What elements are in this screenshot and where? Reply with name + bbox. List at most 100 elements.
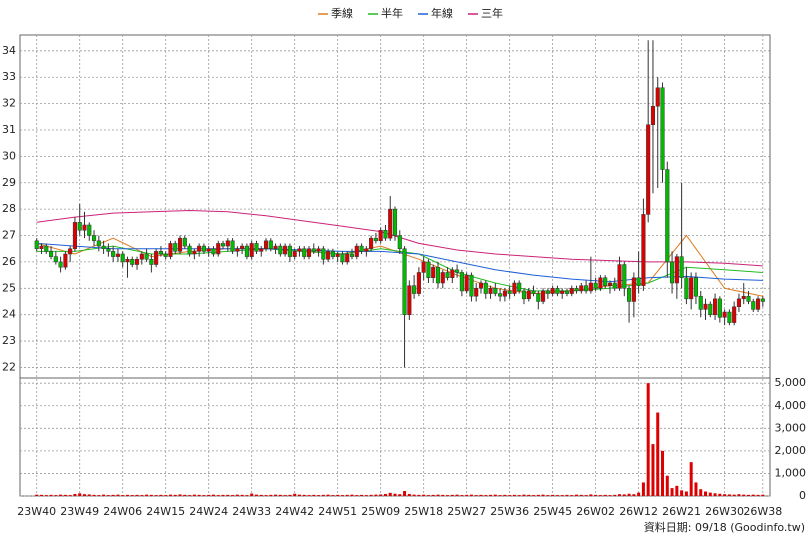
candle-body xyxy=(521,290,527,300)
footer: 資料日期: 09/18 (Goodinfo.tw) xyxy=(644,520,805,534)
candle-body xyxy=(660,87,665,170)
volume-bar xyxy=(441,494,445,496)
x-tick-label: 26W02 xyxy=(576,505,615,518)
volume-bar xyxy=(145,494,149,496)
legend-label: 三年 xyxy=(481,6,503,20)
candle-body xyxy=(106,248,111,252)
candle-body xyxy=(440,272,445,284)
y-tick-label: 31 xyxy=(2,123,16,136)
candle-body xyxy=(345,253,350,263)
volume-bar xyxy=(336,494,340,496)
volume-bar xyxy=(618,494,622,496)
candle-body xyxy=(584,285,589,292)
candle-body xyxy=(741,295,746,300)
volume-bar xyxy=(130,495,134,496)
x-tick-label: 25W18 xyxy=(404,505,443,518)
volume-bar xyxy=(622,494,626,496)
volume-bar xyxy=(474,495,478,496)
candle-body xyxy=(259,248,264,252)
volume-bar xyxy=(737,494,741,496)
candle-body xyxy=(173,243,178,252)
candle-body xyxy=(359,245,364,252)
candle-body xyxy=(708,303,713,315)
y-tick-label: 27 xyxy=(2,229,16,242)
volume-bar xyxy=(436,494,440,496)
volume-bar xyxy=(87,494,91,496)
candle-body xyxy=(369,237,374,249)
candle-body xyxy=(459,272,464,292)
volume-bar xyxy=(97,495,101,496)
candle-body xyxy=(507,290,512,294)
volume-bar xyxy=(211,494,215,496)
x-tick-label: 24W33 xyxy=(232,505,271,518)
volume-bar xyxy=(68,495,72,496)
candle-body xyxy=(627,288,632,302)
volume-bar xyxy=(680,490,684,496)
candle-body xyxy=(550,288,555,294)
y-tick-label: 28 xyxy=(2,202,16,215)
candle-body xyxy=(101,245,106,249)
y2-tick-label: 4,000 xyxy=(775,399,807,412)
volume-bar xyxy=(240,494,244,496)
volume-bar xyxy=(689,462,693,496)
volume-bar xyxy=(527,494,531,496)
x-tick-label: 24W15 xyxy=(146,505,185,518)
y-tick-label: 33 xyxy=(2,70,16,83)
volume-bar xyxy=(192,494,196,496)
candle-body xyxy=(603,277,608,286)
volume-bar xyxy=(302,494,306,496)
candle-body xyxy=(588,282,593,292)
x-tick-label: 23W49 xyxy=(60,505,99,518)
volume-bar xyxy=(379,494,383,496)
candle-body xyxy=(722,311,727,318)
candle-body xyxy=(426,261,431,278)
candle-body xyxy=(230,240,235,252)
volume-bar xyxy=(503,494,507,496)
candle-body xyxy=(564,290,570,294)
candle-body xyxy=(82,224,87,231)
volume-bar xyxy=(541,494,545,496)
candle-body xyxy=(717,298,722,318)
candle-body xyxy=(177,237,183,252)
volume-bar xyxy=(546,495,550,496)
candle-body xyxy=(736,298,741,308)
volume-bar xyxy=(479,494,483,496)
candle-body xyxy=(397,235,402,249)
volume-bar xyxy=(465,494,469,496)
candle-body xyxy=(445,272,450,278)
x-tick-label: 26W12 xyxy=(619,505,658,518)
candle-body xyxy=(158,251,163,255)
candle-body xyxy=(569,288,574,294)
candle-body xyxy=(49,251,54,257)
volume-bar xyxy=(297,494,301,496)
candle-body xyxy=(751,301,756,310)
x-tick-label: 24W51 xyxy=(318,505,357,518)
candle-body xyxy=(713,298,718,315)
candle-body xyxy=(689,277,694,300)
x-tick-label: 24W06 xyxy=(103,505,142,518)
candle-body xyxy=(555,288,560,294)
volume-bar xyxy=(398,494,402,496)
volume-bar xyxy=(603,494,607,496)
candle-body xyxy=(483,282,488,294)
volume-bar xyxy=(254,494,258,496)
candle-body xyxy=(349,253,355,257)
candle-body xyxy=(536,293,541,302)
volume-bar xyxy=(637,492,641,496)
candle-body xyxy=(220,243,226,247)
candle-body xyxy=(149,259,154,265)
volume-bar xyxy=(412,494,416,496)
legend-label: 年線 xyxy=(431,6,453,20)
volume-bar xyxy=(102,494,106,496)
candle-body xyxy=(641,214,646,286)
candle-body xyxy=(488,288,493,294)
volume-bar xyxy=(264,495,268,496)
y-tick-label: 25 xyxy=(2,281,16,294)
candle-body xyxy=(646,124,651,215)
volume-bar xyxy=(326,494,330,496)
volume-bar xyxy=(44,495,48,496)
volume-bar xyxy=(383,493,387,496)
volume-bar xyxy=(699,489,703,496)
candle-body xyxy=(373,237,378,242)
volume-bar xyxy=(345,494,349,496)
